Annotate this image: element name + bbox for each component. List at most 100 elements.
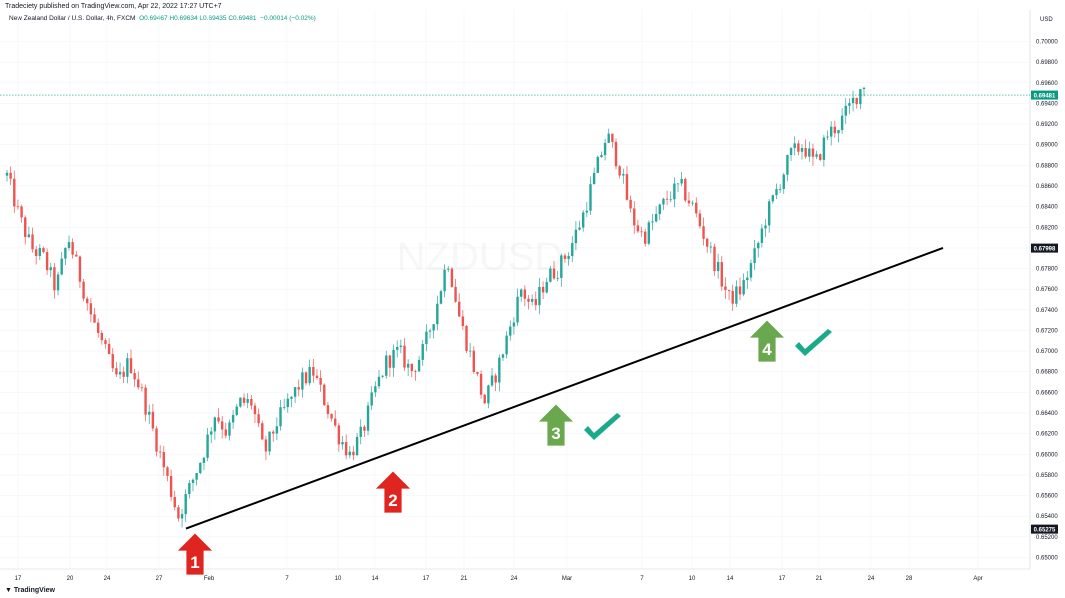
time-axis: 17 20 24 27 Feb 7 10 14 17 21 24 Mar 7 10 14 17 21 24 28 Ap… xyxy=(15,576,983,582)
candle-body xyxy=(235,406,238,415)
candle-body xyxy=(527,298,530,302)
candle-body xyxy=(268,431,271,452)
candle-body xyxy=(323,384,326,406)
candle-body xyxy=(195,472,198,480)
candle-body xyxy=(512,322,516,327)
candle-body xyxy=(337,425,341,445)
candle-body xyxy=(166,467,169,476)
candle-body xyxy=(366,405,370,431)
candle-body xyxy=(643,231,647,244)
candle-body xyxy=(315,375,319,378)
price-tick-label: 0.67800 xyxy=(1036,267,1058,273)
candle-body xyxy=(71,242,74,255)
candle-body xyxy=(417,359,421,372)
time-tick-label: 14 xyxy=(727,576,734,582)
candle-body xyxy=(126,358,129,377)
candle-body xyxy=(804,147,807,157)
candle-body xyxy=(607,133,610,143)
last-price-badge: 0.69481 xyxy=(1034,93,1056,99)
candle-body xyxy=(461,316,465,326)
candle-body xyxy=(334,418,337,426)
chart-grid xyxy=(0,10,1030,569)
price-tick-label: 0.66400 xyxy=(1036,411,1058,417)
candle-body xyxy=(600,155,603,157)
price-change: −0.00014 (−0.02%) xyxy=(260,15,316,22)
candle-body xyxy=(56,274,60,291)
candle-body xyxy=(859,89,862,105)
annotation-arrow-1 xyxy=(176,532,214,576)
candle-body xyxy=(180,514,184,519)
candle-body xyxy=(735,286,738,304)
candle-body xyxy=(534,299,537,306)
candle-body xyxy=(239,397,242,407)
candle-body xyxy=(5,172,9,176)
candle-body xyxy=(778,189,782,190)
candle-body xyxy=(501,354,505,358)
time-tick-label: 27 xyxy=(156,576,163,582)
candle-body xyxy=(760,228,764,243)
candle-body xyxy=(406,363,410,368)
price-tick-label: 0.65000 xyxy=(1036,556,1058,562)
candle-body xyxy=(89,303,93,315)
candle-body xyxy=(261,423,264,440)
candle-body xyxy=(436,303,439,325)
candle-body xyxy=(133,373,136,380)
candle-body xyxy=(767,201,771,226)
candle-body xyxy=(837,130,840,134)
candle-body xyxy=(428,330,432,332)
candle-body xyxy=(833,126,837,134)
annotations: 1 2 3 4 xyxy=(176,319,832,576)
candle-body xyxy=(396,346,399,350)
candle-body xyxy=(815,154,818,157)
candle-body xyxy=(633,208,636,226)
candle-body xyxy=(242,397,246,403)
candle-body xyxy=(702,226,705,239)
candle-body xyxy=(210,431,213,435)
price-tick-label: 0.65600 xyxy=(1036,494,1058,500)
candle-body xyxy=(304,372,308,384)
time-tick-label: 24 xyxy=(868,576,875,582)
candle-body xyxy=(636,225,640,232)
time-tick-label: 17 xyxy=(15,576,22,582)
candle-body xyxy=(695,202,698,214)
candle-body xyxy=(78,256,82,282)
candle-body xyxy=(246,399,249,403)
candle-body xyxy=(447,268,450,270)
candle-body xyxy=(93,314,96,323)
candle-body xyxy=(545,281,548,293)
candle-body xyxy=(567,255,570,259)
candle-body xyxy=(596,156,599,173)
candle-body xyxy=(811,148,815,157)
candle-body xyxy=(585,210,589,213)
candle-body xyxy=(129,358,133,374)
candle-body xyxy=(301,372,304,390)
candle-body xyxy=(698,213,702,227)
marked-price-badge: 0.65275 xyxy=(1034,527,1056,533)
price-tick-label: 0.67400 xyxy=(1036,308,1058,314)
candle-body xyxy=(162,452,166,468)
tradingview-icon: ▼ xyxy=(5,587,12,594)
candle-body xyxy=(530,299,534,302)
candle-body xyxy=(118,371,122,375)
candle-body xyxy=(705,238,709,247)
candle-body xyxy=(771,195,775,202)
candle-body xyxy=(676,183,680,185)
candle-body xyxy=(614,141,618,167)
candle-body xyxy=(100,332,104,341)
candle-body xyxy=(312,367,315,376)
candle-body xyxy=(370,392,373,406)
candle-body xyxy=(549,268,552,282)
annotation-label-2: 2 xyxy=(388,491,397,510)
candle-body xyxy=(392,349,395,368)
candle-body xyxy=(563,255,567,259)
candle-body xyxy=(581,212,585,228)
candle-body xyxy=(844,105,847,116)
ohlc-values: O0.69467 H0.69634 L0.69435 C0.69481 xyxy=(139,15,257,22)
candle-body xyxy=(797,143,800,152)
candle-body xyxy=(753,248,756,264)
candle-body xyxy=(443,269,446,292)
price-tick-label: 0.67000 xyxy=(1036,349,1058,355)
candle-body xyxy=(479,373,483,395)
candle-body xyxy=(158,451,162,453)
